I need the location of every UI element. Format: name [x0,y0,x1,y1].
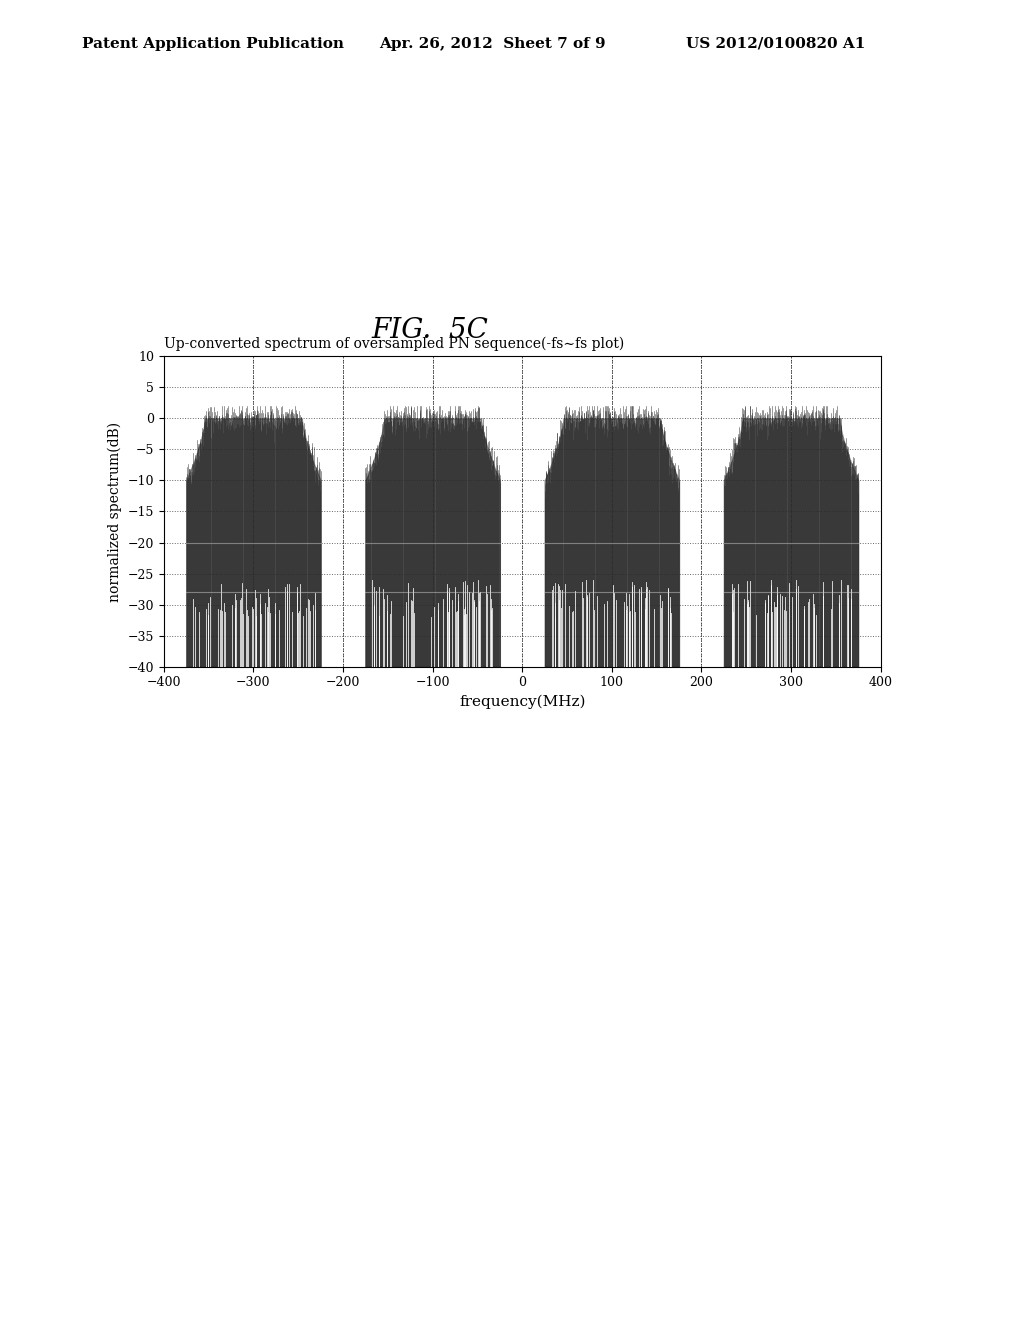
X-axis label: frequency(MHz): frequency(MHz) [459,694,586,709]
Text: Apr. 26, 2012  Sheet 7 of 9: Apr. 26, 2012 Sheet 7 of 9 [379,37,605,51]
Text: Up-converted spectrum of oversampled PN sequence(-fs∼fs plot): Up-converted spectrum of oversampled PN … [164,337,624,351]
Y-axis label: normalized spectrum(dB): normalized spectrum(dB) [108,421,122,602]
Text: Patent Application Publication: Patent Application Publication [82,37,344,51]
Text: FIG.  5C: FIG. 5C [372,317,488,343]
Text: US 2012/0100820 A1: US 2012/0100820 A1 [686,37,865,51]
